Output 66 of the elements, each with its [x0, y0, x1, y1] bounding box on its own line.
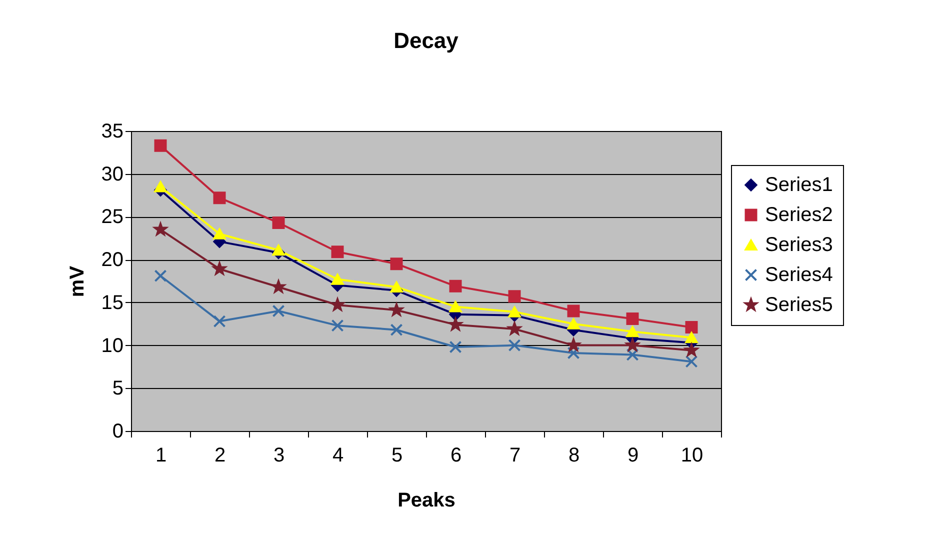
point	[213, 192, 226, 204]
point	[508, 290, 521, 303]
point	[212, 262, 226, 275]
x-tick-label: 8	[568, 444, 580, 466]
point	[567, 304, 580, 318]
y-tick-label: 0	[112, 420, 124, 442]
x-tick-label: 9	[627, 444, 639, 466]
point	[508, 339, 521, 352]
x-tick-label: 3	[273, 444, 285, 466]
point	[272, 304, 285, 318]
point	[567, 346, 580, 360]
legend-label: Series4	[765, 264, 833, 286]
point	[272, 216, 285, 229]
point	[154, 181, 167, 192]
point	[390, 281, 403, 293]
y-tick-label: 20	[101, 249, 124, 272]
point	[213, 315, 226, 328]
legend-label: Series2	[765, 204, 833, 226]
point	[331, 319, 344, 332]
point	[685, 321, 698, 334]
point	[449, 280, 462, 292]
point	[567, 318, 580, 330]
point	[390, 258, 403, 270]
point	[626, 326, 639, 338]
x-axis-title: Peaks	[398, 490, 456, 512]
point	[272, 280, 286, 293]
x-tick-label: 1	[155, 444, 167, 466]
point	[626, 348, 639, 361]
legend-label: Series3	[765, 234, 833, 256]
point	[508, 322, 522, 335]
point	[626, 312, 639, 325]
x-tick-label: 2	[214, 444, 226, 466]
point	[330, 298, 344, 311]
x-tick-label: 7	[509, 444, 521, 466]
point	[272, 244, 285, 256]
point	[213, 228, 226, 240]
legend-label: Series5	[765, 294, 833, 316]
x-tick-label: 5	[391, 444, 403, 466]
y-tick-label: 35	[101, 120, 124, 142]
point	[154, 222, 168, 236]
legend-label: Series1	[765, 174, 833, 196]
y-axis-title: mV	[66, 265, 88, 298]
point	[449, 340, 462, 354]
point	[154, 139, 167, 152]
point	[685, 355, 698, 368]
point	[684, 344, 698, 356]
y-tick-label: 5	[112, 378, 124, 400]
y-tick-label: 15	[101, 292, 124, 314]
point	[390, 303, 404, 316]
point	[566, 338, 580, 351]
x-tick-label: 4	[332, 444, 344, 466]
point	[154, 270, 167, 282]
point	[448, 318, 462, 330]
point	[626, 338, 640, 351]
point	[390, 324, 403, 336]
point	[449, 301, 462, 312]
point	[331, 246, 344, 258]
y-tick-label: 30	[101, 163, 124, 186]
x-tick-label: 10	[680, 444, 704, 466]
x-tick-label: 6	[450, 444, 462, 466]
point	[685, 332, 698, 344]
point	[508, 306, 521, 318]
y-tick-label: 10	[101, 334, 124, 357]
y-tick-label: 25	[101, 206, 124, 228]
chart-title: Decay	[394, 28, 460, 53]
point	[331, 274, 344, 285]
